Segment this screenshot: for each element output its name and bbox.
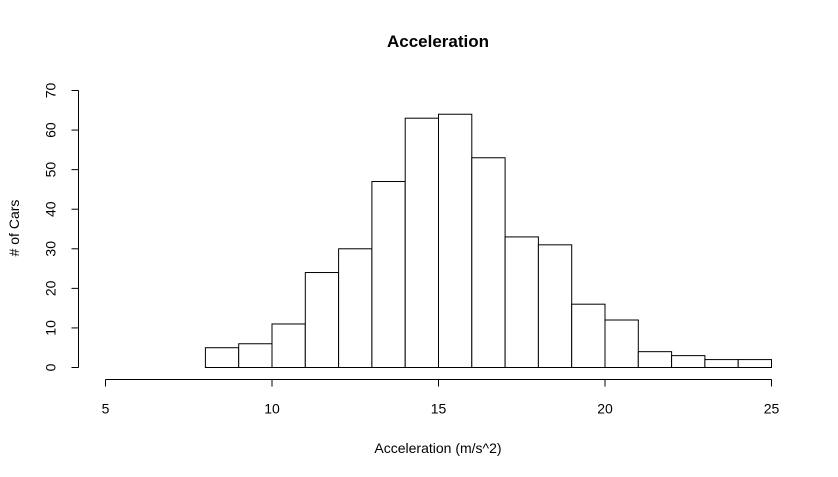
histogram-bar xyxy=(338,248,373,369)
y-tick-label: 0 xyxy=(43,363,59,371)
y-tick-label: 50 xyxy=(43,162,59,178)
y-tick-label: 20 xyxy=(43,280,59,296)
histogram-bar xyxy=(737,359,773,369)
histogram-bar xyxy=(304,272,340,368)
histogram-bar xyxy=(371,181,406,368)
y-tick-label: 70 xyxy=(43,83,59,99)
histogram-bar xyxy=(704,359,739,369)
histogram-bar xyxy=(537,244,573,368)
bars-group xyxy=(204,113,773,369)
x-axis: 5 10 15 20 25 xyxy=(102,379,780,417)
histogram-bar xyxy=(637,351,673,368)
histogram-bar xyxy=(238,343,273,368)
x-tick-label: 20 xyxy=(597,401,613,417)
y-tick-label: 40 xyxy=(43,201,59,217)
histogram-bar xyxy=(604,319,639,368)
histogram-bar xyxy=(271,323,306,369)
y-tick-label: 10 xyxy=(43,320,59,336)
y-tick-label: 60 xyxy=(43,122,59,138)
x-tick-label: 5 xyxy=(102,401,110,417)
x-tick-label: 10 xyxy=(264,401,280,417)
y-tick-label: 30 xyxy=(43,241,59,257)
x-tick-label: 15 xyxy=(431,401,447,417)
histogram-bar xyxy=(671,355,706,368)
y-axis: 0 10 20 30 40 50 60 70 xyxy=(43,83,79,371)
histogram-bar xyxy=(571,303,606,368)
histogram-bar xyxy=(471,157,506,368)
x-axis-label: Acceleration (m/s^2) xyxy=(374,440,501,456)
y-axis-label: # of Cars xyxy=(6,200,22,257)
histogram-bar xyxy=(204,347,240,369)
histogram-bar xyxy=(438,113,473,368)
x-tick-label: 25 xyxy=(764,401,780,417)
histogram-bar xyxy=(404,117,440,368)
histogram-bar xyxy=(504,236,539,368)
chart-title: Acceleration xyxy=(387,32,489,51)
